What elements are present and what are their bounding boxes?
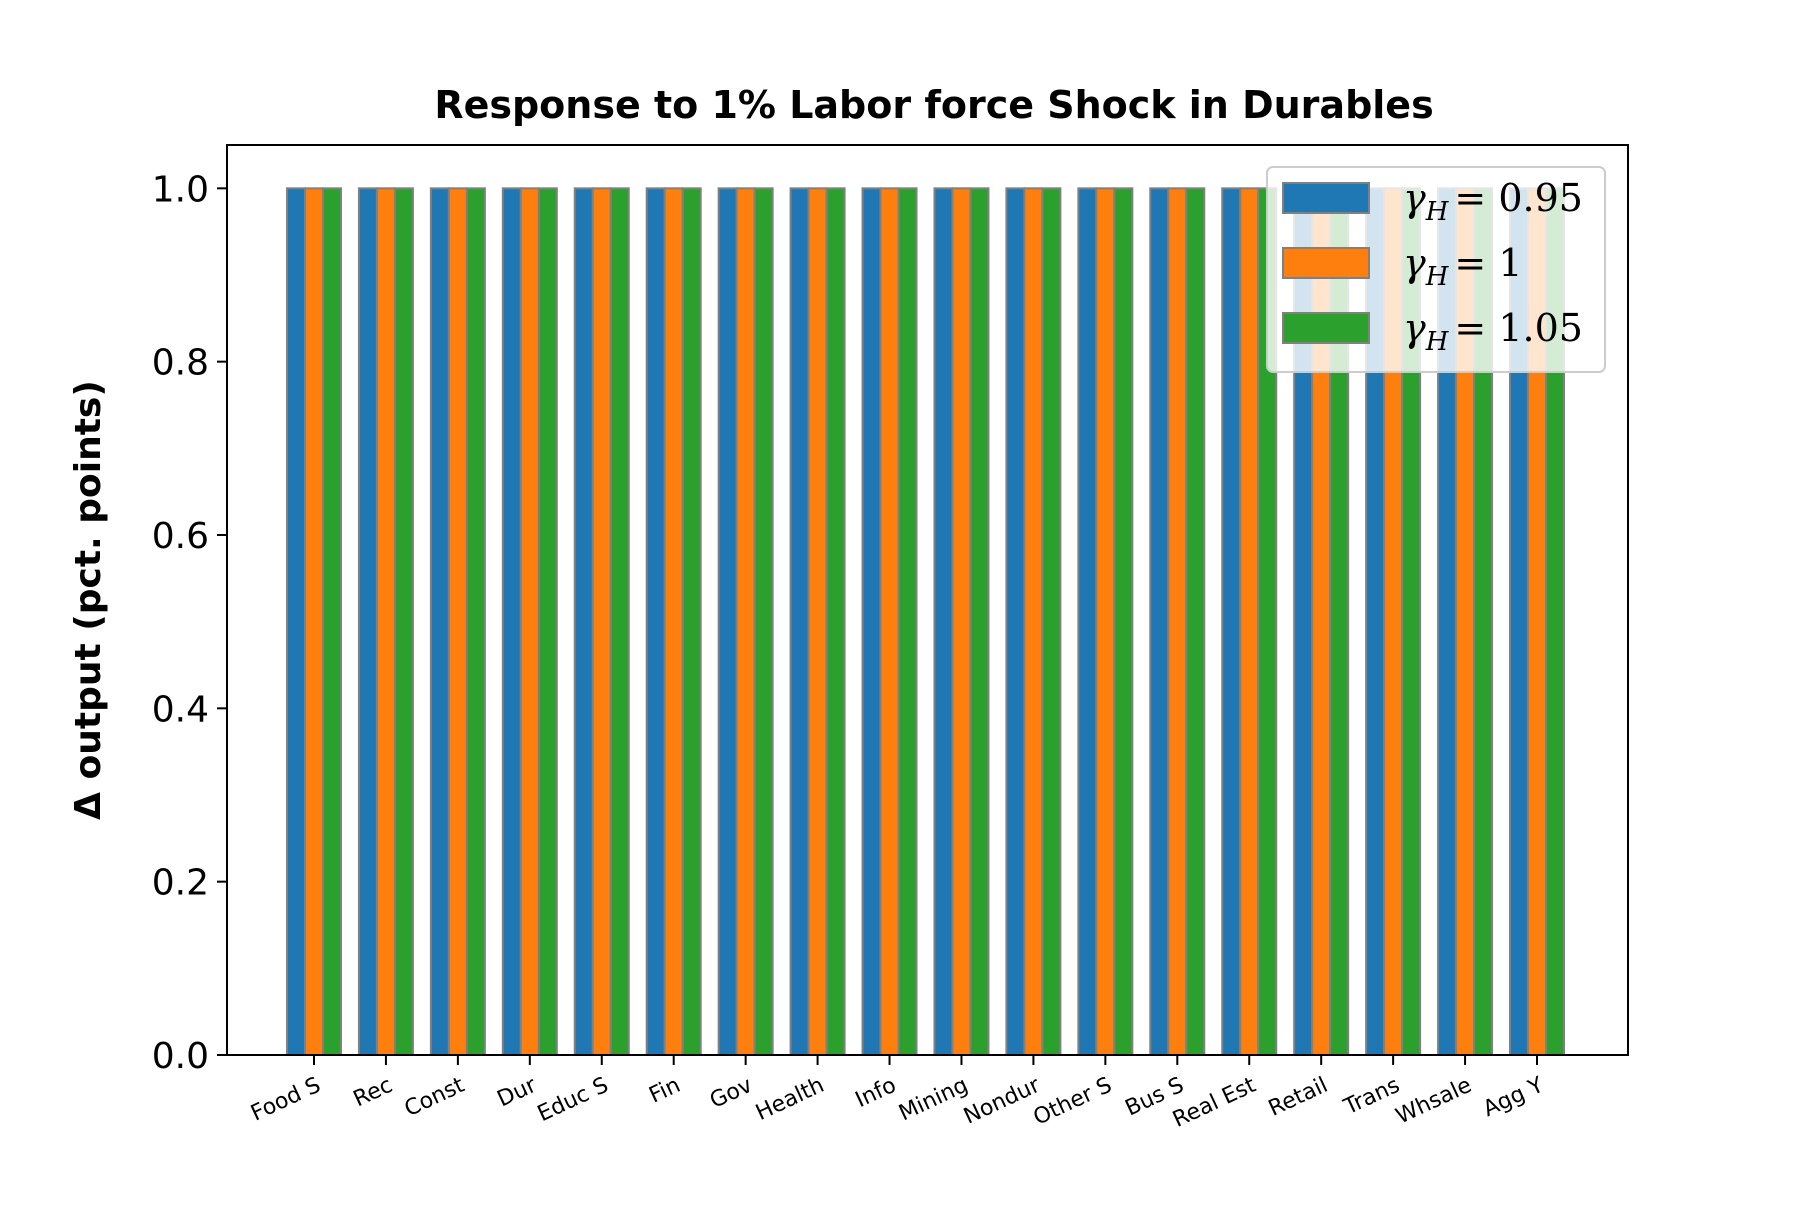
x-tick-label: Whsale [1392, 1073, 1475, 1130]
bar [429, 187, 450, 1056]
bar [735, 187, 756, 1056]
legend-swatch [1282, 247, 1370, 279]
bar [1149, 187, 1170, 1056]
bar [1023, 187, 1044, 1056]
legend: γH = 0.95 γH = 1 γH = 1.05 [1266, 166, 1606, 373]
x-tick-label: Fin [645, 1073, 684, 1109]
bar [573, 187, 594, 1056]
chart-title: Response to 1% Labor force Shock in Dura… [434, 83, 1433, 127]
y-tick-label: 0.0 [152, 1036, 209, 1077]
bar [897, 187, 918, 1056]
bar [322, 187, 342, 1056]
bar [1077, 187, 1098, 1056]
x-tick-label: Other S [1030, 1073, 1116, 1131]
bar [1167, 187, 1188, 1056]
bar [663, 187, 684, 1056]
y-tick-label: 0.4 [152, 689, 209, 730]
bar [933, 187, 954, 1056]
bar [447, 187, 468, 1056]
bar [1221, 187, 1242, 1056]
bar [861, 187, 882, 1056]
bar [357, 187, 378, 1056]
bar [645, 187, 666, 1056]
plot-frame [226, 144, 1629, 1056]
x-tick-label: Const [401, 1073, 469, 1122]
legend-label: γH = 1 [1403, 241, 1523, 292]
bar [304, 187, 324, 1056]
x-tick-label: Health [752, 1073, 828, 1126]
bar [825, 187, 846, 1056]
y-tick-label: 0.8 [152, 343, 209, 384]
x-tick-label: Trans [1339, 1073, 1403, 1121]
bar [1095, 187, 1116, 1056]
x-tick-label: Educ S [534, 1073, 612, 1127]
bar [1185, 187, 1206, 1056]
bar [1041, 187, 1062, 1056]
x-tick-label: Info [852, 1073, 900, 1113]
x-tick-label: Agg Y [1479, 1073, 1548, 1123]
bar [879, 187, 900, 1056]
y-axis-label: Δ output (pct. points) [68, 380, 109, 820]
x-tick-label: Food S [247, 1073, 324, 1127]
bar [519, 187, 540, 1056]
bar [501, 187, 522, 1056]
bar [789, 187, 810, 1056]
legend-label: γH = 1.05 [1403, 306, 1583, 357]
bar [537, 187, 558, 1056]
bar [753, 187, 774, 1056]
y-tick-label: 0.2 [152, 863, 209, 904]
bar [465, 187, 486, 1056]
x-tick-label: Real Est [1169, 1073, 1260, 1133]
y-tick-label: 0.6 [152, 516, 209, 557]
x-tick-label: Rec [350, 1073, 397, 1113]
x-tick-label: Retail [1265, 1073, 1332, 1122]
x-tick-label: Mining [895, 1073, 972, 1127]
bar [286, 187, 306, 1056]
bar [393, 187, 414, 1056]
legend-label: γH = 0.95 [1403, 176, 1583, 227]
legend-swatch [1282, 182, 1370, 214]
x-tick-label: Nondur [960, 1072, 1045, 1129]
bar [807, 187, 828, 1056]
bar [951, 187, 972, 1056]
x-tick-label: Gov [706, 1073, 756, 1114]
bar [375, 187, 396, 1056]
bar [1005, 187, 1026, 1056]
bar [969, 187, 990, 1056]
bar [681, 187, 702, 1056]
bar [1239, 187, 1260, 1056]
legend-swatch [1282, 312, 1370, 344]
y-tick-label: 1.0 [152, 169, 209, 210]
bar [609, 187, 630, 1056]
bar [1113, 187, 1134, 1056]
bar [717, 187, 738, 1056]
bar [591, 187, 612, 1056]
